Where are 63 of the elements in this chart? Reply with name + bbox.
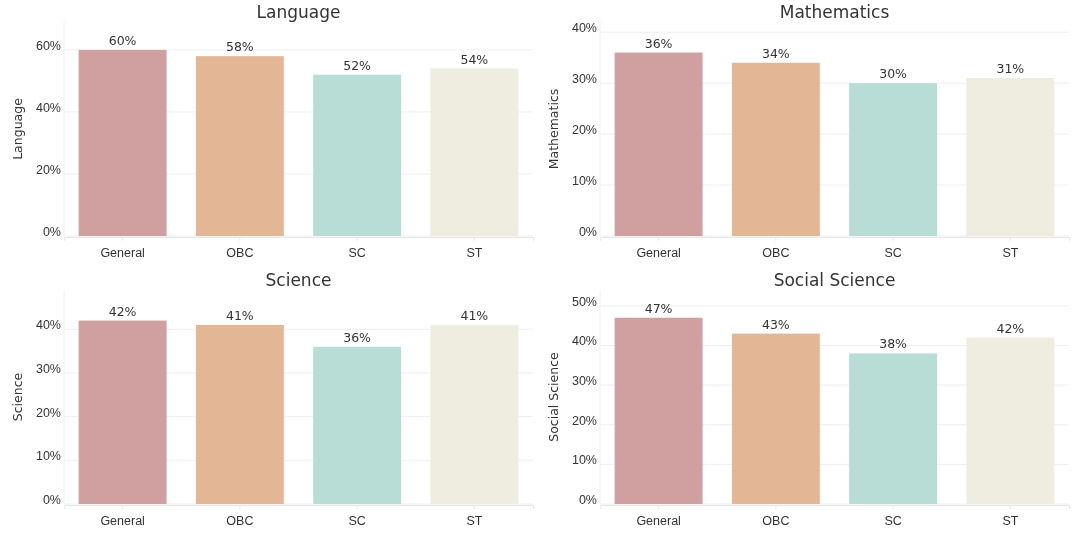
chart-title: Language: [256, 2, 341, 22]
x-tick-label: General: [100, 245, 145, 260]
x-tick-label: OBC: [762, 245, 790, 260]
y-axis-title: Science: [10, 372, 25, 422]
x-tick-label: OBC: [762, 513, 790, 528]
data-label: 43%: [761, 316, 790, 332]
data-label: 60%: [108, 32, 137, 48]
data-label: 42%: [108, 303, 137, 319]
chart-title: Science: [265, 270, 332, 290]
bar: [731, 333, 820, 504]
data-label: 41%: [460, 307, 489, 323]
x-tick-label: OBC: [226, 513, 254, 528]
y-tick-label: 20%: [571, 122, 597, 137]
y-tick-label: 0%: [42, 224, 61, 239]
y-tick-label: 30%: [571, 72, 597, 87]
y-tick-label: 10%: [35, 449, 61, 464]
x-tick-label: ST: [1002, 245, 1019, 260]
y-tick-label: 40%: [571, 21, 597, 36]
data-label: 42%: [996, 320, 1025, 336]
y-tick-label: 60%: [35, 38, 61, 53]
y-tick-label: 50%: [571, 294, 597, 309]
data-label: 47%: [644, 300, 673, 316]
y-tick-label: 10%: [571, 453, 597, 468]
y-tick-label: 20%: [35, 162, 61, 177]
data-label: 36%: [343, 329, 372, 345]
y-axis-title: Social Science: [546, 351, 561, 442]
y-tick-label: 0%: [578, 224, 597, 239]
x-tick-label: SC: [884, 513, 902, 528]
x-tick-label: General: [100, 513, 145, 528]
y-axis-title: Mathematics: [546, 88, 561, 170]
bar: [849, 353, 938, 504]
x-tick-label: SC: [348, 513, 366, 528]
x-tick-label: General: [636, 513, 681, 528]
x-tick-label: ST: [466, 513, 483, 528]
y-tick-label: 0%: [42, 492, 61, 507]
x-tick-label: SC: [348, 245, 366, 260]
data-label: 41%: [225, 307, 254, 323]
y-tick-label: 20%: [35, 405, 61, 420]
x-tick-label: ST: [1002, 513, 1019, 528]
data-label: 36%: [644, 35, 673, 51]
data-label: 58%: [225, 39, 254, 55]
chart-title: Mathematics: [779, 2, 890, 22]
y-tick-label: 40%: [571, 334, 597, 349]
y-tick-label: 20%: [571, 413, 597, 428]
data-label: 54%: [460, 51, 489, 67]
chart-title: Social Science: [773, 270, 896, 290]
x-tick-label: OBC: [226, 245, 254, 260]
y-tick-label: 10%: [571, 173, 597, 188]
y-tick-label: 0%: [578, 492, 597, 507]
data-label: 34%: [761, 45, 790, 61]
y-tick-label: 30%: [571, 373, 597, 388]
x-tick-label: ST: [466, 245, 483, 260]
x-tick-label: General: [636, 245, 681, 260]
data-label: 38%: [879, 336, 908, 352]
data-label: 30%: [879, 66, 908, 82]
y-tick-label: 40%: [35, 318, 61, 333]
y-axis-title: Language: [10, 97, 25, 160]
data-label: 31%: [996, 61, 1025, 77]
x-tick-label: SC: [884, 245, 902, 260]
bar: [614, 317, 703, 504]
data-label: 52%: [343, 57, 372, 73]
y-tick-label: 40%: [35, 100, 61, 115]
y-tick-label: 30%: [35, 361, 61, 376]
